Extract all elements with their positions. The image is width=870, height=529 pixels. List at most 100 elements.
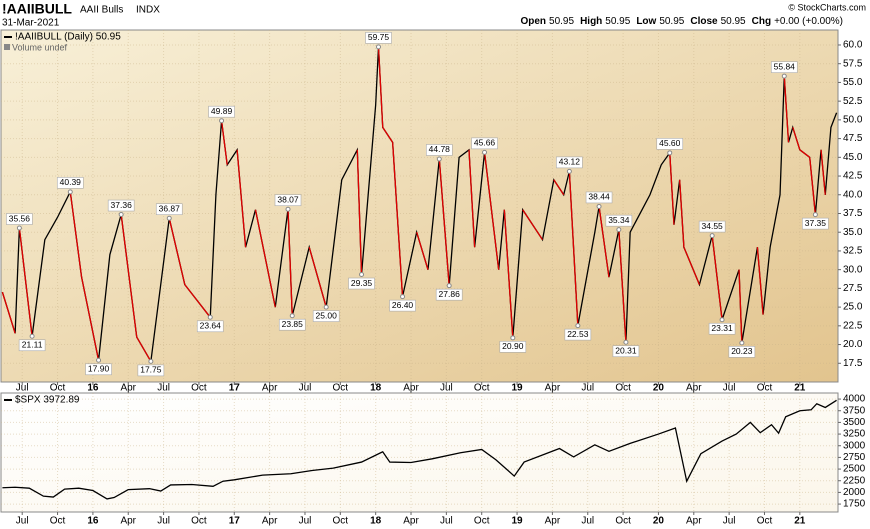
value-label-box: [18, 339, 46, 352]
down-segment: [184, 284, 211, 318]
down-segment: [1, 291, 16, 334]
series-line: [2, 399, 837, 500]
value-label: 35.34: [608, 215, 630, 225]
down-segment: [783, 76, 790, 143]
quote-label: Close: [690, 16, 718, 27]
down-segment: [503, 209, 514, 338]
down-segment: [669, 152, 675, 225]
y-tick-label: 20.0: [843, 339, 863, 350]
x-tick-label: Oct: [191, 383, 207, 394]
down-segment: [382, 127, 394, 143]
panel: [0, 29, 839, 383]
y-tick-label: 3000: [843, 440, 866, 451]
value-label-box: [770, 61, 798, 73]
down-segment: [377, 46, 384, 128]
down-segment: [568, 171, 579, 326]
point-marker: [166, 215, 172, 221]
down-segment: [820, 149, 826, 195]
point-marker: [812, 212, 818, 218]
value-label-box: [312, 310, 340, 322]
down-segment: [80, 277, 100, 361]
x-tick-label: Oct: [333, 516, 349, 527]
y-tick-label: 17.5: [843, 358, 863, 369]
y-tick-label: 2000: [843, 487, 866, 498]
value-label: 29.35: [351, 278, 373, 288]
point-marker: [575, 323, 581, 329]
down-segment: [553, 179, 565, 196]
value-label-box: [435, 288, 463, 301]
quote-label: High: [580, 16, 602, 27]
x-tick-label: 17: [229, 516, 241, 527]
x-tick-label: 20: [653, 516, 665, 527]
legend-label: $SPX 3972.89: [15, 395, 80, 406]
volume-icon: [4, 44, 10, 50]
quote-value: 50.95: [659, 16, 684, 27]
x-tick-label: Oct: [757, 383, 773, 394]
x-tick-label: Oct: [50, 383, 66, 394]
x-tick-label: 16: [87, 516, 99, 527]
x-tick-label: Jul: [440, 516, 453, 527]
y-tick-label: 22.5: [843, 320, 863, 331]
point-marker: [29, 333, 35, 339]
symbol-name: AAII Bulls: [80, 5, 123, 16]
x-tick-label: Jul: [723, 383, 736, 394]
y-tick-label: 3250: [843, 429, 866, 440]
point-marker: [219, 118, 225, 124]
point-marker: [207, 314, 213, 320]
date: 31-Mar-2021: [2, 18, 60, 29]
y-tick-label: 50.0: [843, 115, 863, 126]
y-tick-label: 4000: [843, 394, 866, 405]
value-label-box: [556, 156, 583, 169]
down-segment: [308, 247, 327, 308]
volume-note: Volume undef: [12, 42, 68, 52]
point-marker: [510, 335, 516, 341]
down-segment: [678, 179, 685, 248]
x-tick-label: Oct: [615, 516, 631, 527]
value-label-box: [612, 345, 640, 358]
x-tick-label: Oct: [50, 516, 66, 527]
value-label: 26.40: [392, 300, 414, 310]
down-segment: [69, 191, 83, 278]
x-tick-label: Apr: [686, 383, 702, 394]
point-marker: [67, 189, 73, 195]
y-tick-label: 1750: [843, 499, 866, 510]
y-tick-label: 57.5: [843, 58, 863, 69]
point-marker: [719, 317, 725, 323]
down-segment: [120, 214, 138, 338]
point-marker: [596, 203, 602, 209]
value-label-box: [348, 277, 375, 290]
down-segment: [416, 232, 429, 270]
value-label: 59.75: [368, 32, 390, 42]
value-label-box: [564, 328, 592, 341]
symbol: !AAIIBULL: [2, 1, 72, 17]
value-label-box: [56, 177, 84, 189]
value-label: 23.31: [711, 323, 733, 333]
down-segment: [356, 149, 363, 275]
down-segment: [598, 206, 610, 278]
legend-label: !AAIIBULL (Daily) 50.95: [15, 32, 121, 43]
x-tick-label: Apr: [120, 383, 136, 394]
x-tick-label: Apr: [262, 516, 278, 527]
x-tick-label: 20: [653, 383, 665, 394]
x-tick-label: Jul: [157, 383, 170, 394]
value-label-box: [728, 346, 756, 358]
y-tick-label: 27.5: [843, 283, 863, 294]
copyright: © StockCharts.com: [788, 2, 866, 12]
x-tick-label: Apr: [545, 383, 561, 394]
down-segment: [236, 149, 247, 248]
x-tick-label: 21: [794, 516, 806, 527]
down-segment: [522, 209, 544, 241]
value-label: 40.39: [60, 177, 82, 187]
value-label-box: [6, 213, 33, 225]
value-label-box: [499, 341, 527, 353]
value-label: 49.89: [211, 106, 233, 116]
value-label: 44.78: [429, 144, 451, 154]
y-tick-label: 35.0: [843, 227, 863, 238]
down-segment: [483, 152, 500, 270]
value-label: 55.84: [774, 61, 796, 71]
down-segment: [254, 209, 276, 308]
y-tick-label: 37.5: [843, 208, 863, 219]
panel: [0, 392, 839, 513]
x-tick-label: Oct: [615, 383, 631, 394]
